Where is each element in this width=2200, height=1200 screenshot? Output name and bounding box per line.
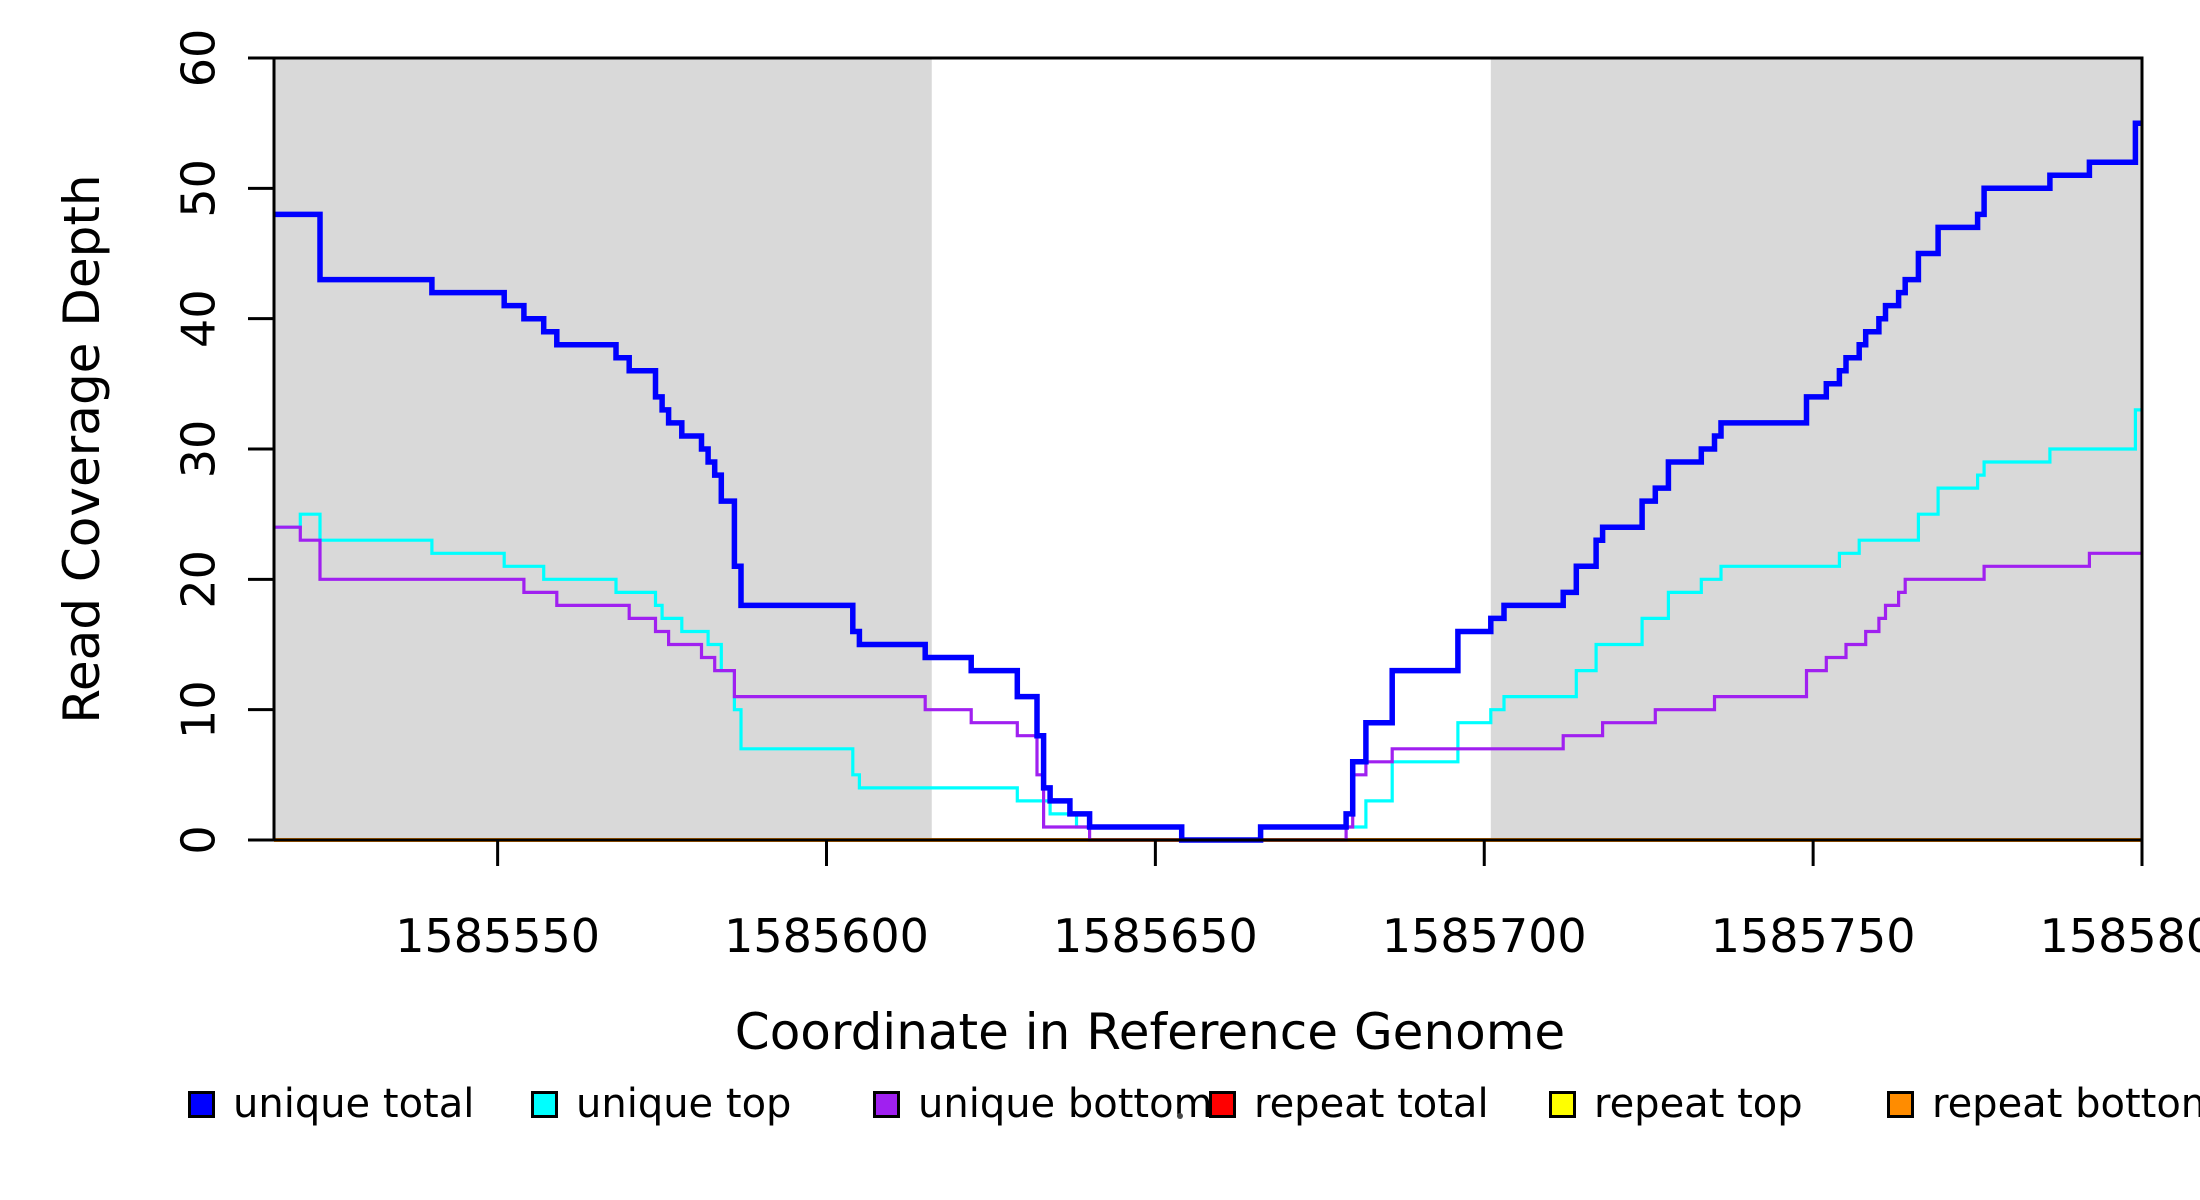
series-line-unique-total: [274, 120, 2142, 843]
shaded-region-0: [274, 58, 932, 840]
y-tick-label: 20: [172, 550, 226, 609]
y-tick-label: 60: [172, 29, 226, 88]
y-tick-label: 50: [172, 159, 226, 218]
x-tick-label: 1585750: [1711, 909, 1916, 963]
x-tick-label: 1585800: [2040, 909, 2200, 963]
series-line-unique-bottom: [274, 525, 2142, 842]
y-tick-label: 0: [172, 825, 226, 854]
y-tick-label: 30: [172, 420, 226, 479]
shaded-region-1: [1490, 58, 2142, 840]
x-tick-label: 1585650: [1053, 909, 1258, 963]
x-tick-label: 1585700: [1382, 909, 1587, 963]
x-axis-title: Coordinate in Reference Genome: [734, 1003, 1566, 1061]
y-tick-label: 40: [172, 289, 226, 348]
y-axis-title: Read Coverage Depth: [53, 174, 111, 724]
y-tick-label: 10: [172, 680, 226, 739]
x-tick-label: 1585550: [395, 909, 600, 963]
legend-stray-dot: [1177, 1113, 1183, 1119]
x-tick-label: 1585600: [724, 909, 929, 963]
